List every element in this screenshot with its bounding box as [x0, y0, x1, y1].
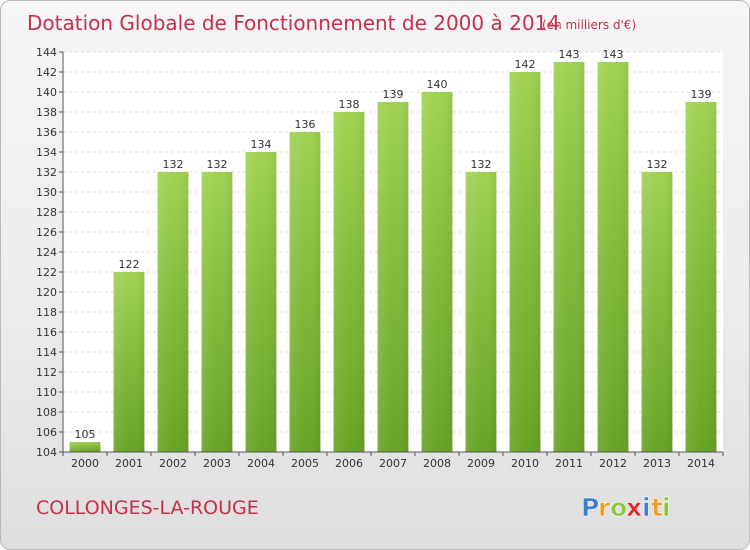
- bar-2004: 134: [245, 138, 277, 452]
- x-tick-label: 2003: [203, 457, 231, 470]
- bar-sheen: [69, 442, 101, 452]
- bar-sheen: [113, 272, 145, 452]
- y-tick-label: 130: [36, 186, 57, 199]
- y-tick-label: 144: [36, 46, 57, 59]
- x-tick-label: 2010: [511, 457, 539, 470]
- logo-letter: t: [651, 493, 663, 522]
- x-tick-label: 2013: [643, 457, 671, 470]
- x-tick-label: 2009: [467, 457, 495, 470]
- y-tick-label: 122: [36, 266, 57, 279]
- bar-sheen: [553, 62, 585, 452]
- bar-sheen: [245, 152, 277, 452]
- data-label: 132: [207, 158, 228, 171]
- data-label: 136: [295, 118, 316, 131]
- logo-letter: o: [610, 493, 627, 522]
- y-tick-label: 132: [36, 166, 57, 179]
- x-tick-label: 2006: [335, 457, 363, 470]
- data-label: 132: [647, 158, 668, 171]
- x-tick-label: 2008: [423, 457, 451, 470]
- bar-sheen: [597, 62, 629, 452]
- data-label: 139: [383, 88, 404, 101]
- y-tick-label: 128: [36, 206, 57, 219]
- x-tick-label: 2001: [115, 457, 143, 470]
- data-label: 142: [515, 58, 536, 71]
- data-label: 139: [691, 88, 712, 101]
- logo-letter: i: [662, 493, 671, 522]
- x-axis: 2000 2001 2002 2003 2004 2005 2006 2007 2008 2009…: [62, 451, 724, 470]
- data-label: 132: [163, 158, 184, 171]
- data-label: 134: [251, 138, 272, 151]
- bar-2007: 139: [377, 88, 409, 452]
- bar-2005: 136: [289, 118, 321, 452]
- logo-letter: i: [642, 493, 651, 522]
- bar-sheen: [641, 172, 673, 452]
- bar-sheen: [333, 112, 365, 452]
- bars: 105 122 132 132 134 136 138 139 140 132 142 143 143 1…: [69, 48, 717, 452]
- bar-sheen: [465, 172, 497, 452]
- y-tick-label: 110: [36, 386, 57, 399]
- y-tick-label: 114: [36, 346, 57, 359]
- bar-2011: 143: [553, 48, 585, 452]
- chart-subtitle: (en milliers d'€): [542, 18, 636, 32]
- bar-sheen: [201, 172, 233, 452]
- bar-sheen: [289, 132, 321, 452]
- y-tick-label: 138: [36, 106, 57, 119]
- data-label: 140: [427, 78, 448, 91]
- x-tick-label: 2007: [379, 457, 407, 470]
- y-tick-label: 134: [36, 146, 57, 159]
- data-label: 122: [119, 258, 140, 271]
- x-tick-label: 2002: [159, 457, 187, 470]
- bar-sheen: [509, 72, 541, 452]
- x-tick-label: 2011: [555, 457, 583, 470]
- bar-sheen: [157, 172, 189, 452]
- x-tick-label: 2004: [247, 457, 275, 470]
- y-tick-label: 106: [36, 426, 57, 439]
- y-tick-label: 120: [36, 286, 57, 299]
- x-tick-label: 2014: [687, 457, 715, 470]
- y-tick-label: 140: [36, 86, 57, 99]
- y-tick-label: 126: [36, 226, 57, 239]
- y-tick-label: 116: [36, 326, 57, 339]
- bar-2009: 132: [465, 158, 497, 452]
- logo-letter: P: [581, 493, 599, 522]
- data-label: 138: [339, 98, 360, 111]
- bar-sheen: [377, 102, 409, 452]
- y-tick-label: 104: [36, 446, 57, 459]
- y-tick-label: 112: [36, 366, 57, 379]
- y-tick-label: 108: [36, 406, 57, 419]
- y-axis: 104 106 108 110 112 114 116 118 120 122 124 126 128 1…: [36, 46, 64, 459]
- data-label: 143: [603, 48, 624, 61]
- bar-2006: 138: [333, 98, 365, 452]
- plot-area: 105 122 132 132 134 136 138 139 140 132 142 143 143 1…: [36, 46, 724, 470]
- data-label: 143: [559, 48, 580, 61]
- bar-2012: 143: [597, 48, 629, 452]
- bar-2002: 132: [157, 158, 189, 452]
- bar-2001: 122: [113, 258, 145, 452]
- y-tick-label: 124: [36, 246, 57, 259]
- y-tick-label: 136: [36, 126, 57, 139]
- bar-sheen: [421, 92, 453, 452]
- bar-2010: 142: [509, 58, 541, 452]
- proxiti-logo: Pr ox i t i: [581, 493, 671, 523]
- y-tick-label: 118: [36, 306, 57, 319]
- bar-2003: 132: [201, 158, 233, 452]
- y-tick-label: 142: [36, 66, 57, 79]
- bar-sheen: [685, 102, 717, 452]
- bar-2008: 140: [421, 78, 453, 452]
- bar-2000: 105: [69, 428, 101, 452]
- x-tick-label: 2000: [71, 457, 99, 470]
- logo-letter: r: [598, 493, 611, 522]
- bar-2013: 132: [641, 158, 673, 452]
- chart-title: Dotation Globale de Fonctionnement de 20…: [27, 11, 560, 35]
- logo-letter: x: [626, 493, 642, 522]
- commune-name: COLLONGES-LA-ROUGE: [36, 497, 259, 519]
- data-label: 132: [471, 158, 492, 171]
- x-tick-label: 2012: [599, 457, 627, 470]
- bar-2014: 139: [685, 88, 717, 452]
- data-label: 105: [75, 428, 96, 441]
- x-tick-label: 2005: [291, 457, 319, 470]
